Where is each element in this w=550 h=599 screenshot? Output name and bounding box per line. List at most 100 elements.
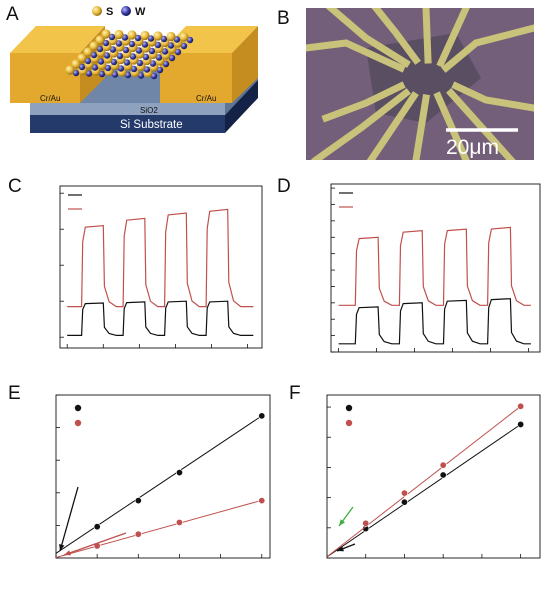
tungsten-atom-icon: [149, 60, 157, 67]
tungsten-atom-icon: [108, 33, 116, 41]
tungsten-atom-icon: [110, 58, 118, 66]
tungsten-atom-icon: [162, 60, 170, 68]
sulfur-atom-icon: [71, 59, 81, 69]
tungsten-atom-icon: [154, 41, 162, 49]
data-point: [175, 469, 183, 477]
sulfur-atom-icon: [101, 29, 111, 39]
data-point: [93, 523, 101, 531]
data-point: [400, 489, 408, 497]
panel-label-a: A: [6, 4, 19, 25]
tungsten-atom-icon: [137, 72, 145, 79]
tungsten-atom-icon: [136, 59, 144, 67]
data-point: [362, 519, 370, 527]
panel-label-c: C: [8, 176, 22, 197]
tungsten-atom-icon: [168, 54, 176, 62]
tungsten-atom-icon: [134, 34, 142, 42]
tungsten-atom-icon: [156, 66, 164, 74]
sulfur-atom-icon: [83, 47, 93, 57]
tungsten-atom-icon: [174, 48, 182, 56]
tungsten-atom-icon: [128, 40, 136, 48]
sulfur-atom-icon: [65, 65, 75, 75]
tungsten-atom-icon: [122, 46, 130, 54]
tungsten-atom-icon: [91, 64, 99, 71]
tungsten-atom-icon: [111, 71, 119, 78]
arrow-head: [59, 544, 65, 551]
data-point: [134, 530, 142, 538]
plot-frame: [59, 185, 263, 349]
sulfur-atom-icon: [166, 31, 176, 42]
chart-c: [59, 185, 263, 349]
tungsten-atom-icon: [117, 65, 125, 72]
tungsten-atom-icon: [148, 47, 156, 55]
tungsten-atom-icon: [141, 41, 149, 48]
tungsten-atom-icon: [121, 34, 129, 41]
substrate-side: [225, 80, 258, 133]
annotation-arrow: [59, 486, 79, 552]
tungsten-atom-icon: [180, 42, 188, 50]
tungsten-atom-icon: [103, 52, 111, 59]
tungsten-atom-icon: [90, 51, 98, 59]
panel-label-b: B: [277, 8, 290, 29]
legend-marker: [74, 404, 82, 412]
data-point: [134, 497, 142, 505]
device-schematic: S W Cr/Au Cr/Au SiO2 Si Substrate: [10, 6, 258, 133]
left-electrode-front: [10, 53, 80, 103]
electrode-finger: [412, 93, 431, 160]
plot-frame: [326, 394, 541, 559]
tungsten-atom-icon: [109, 46, 117, 53]
plot-frame: [330, 183, 541, 353]
data-point: [439, 471, 447, 479]
electrode-finger: [436, 8, 470, 68]
tungsten-atom-icon: [121, 6, 131, 16]
right-electrode-side: [232, 26, 258, 103]
tungsten-atom-icon: [78, 63, 86, 71]
scale-bar-label: 20μm: [446, 136, 499, 159]
device-micrograph: 20μm: [306, 8, 534, 160]
electrode-finger: [326, 8, 411, 68]
oxide-front: [30, 103, 225, 115]
series-line: [338, 298, 531, 345]
tungsten-atom-icon: [72, 69, 80, 77]
data-point: [258, 412, 266, 420]
arrow-head: [339, 519, 346, 526]
data-point: [517, 402, 525, 410]
data-point: [258, 497, 266, 505]
tungsten-atom-icon: [116, 52, 124, 60]
data-point: [439, 461, 447, 469]
tungsten-atom-icon: [160, 35, 168, 43]
electrode-finger: [321, 81, 406, 123]
electrode-finger: [446, 88, 516, 160]
tungsten-atom-icon: [84, 57, 92, 65]
sulfur-atom-icon: [89, 41, 99, 51]
tungsten-atom-icon: [98, 70, 106, 78]
tungsten-atom-icon: [173, 36, 181, 43]
sulfur-atom-icon: [92, 6, 102, 16]
legend-s: S: [106, 6, 113, 18]
ws2-lattice: [65, 29, 194, 80]
arrow-head: [64, 550, 71, 556]
tungsten-atom-icon: [124, 71, 132, 79]
electrode-fingers: [306, 8, 534, 160]
sulfur-atom-icon: [127, 30, 137, 40]
chart-d: [330, 183, 541, 353]
tungsten-atom-icon: [104, 64, 112, 72]
tungsten-atom-icon: [161, 48, 169, 55]
sulfur-atom-icon: [95, 35, 105, 45]
substrate-front: [30, 115, 225, 133]
tungsten-atom-icon: [150, 72, 158, 80]
electrode-label-right: Cr/Au: [196, 94, 216, 103]
tungsten-atom-icon: [130, 65, 138, 73]
tungsten-atom-icon: [85, 70, 93, 77]
data-point: [400, 498, 408, 506]
fit-line: [326, 405, 521, 558]
tungsten-atom-icon: [147, 35, 155, 42]
electrode-finger: [433, 91, 470, 160]
series-line: [338, 226, 531, 306]
chart-f: [326, 394, 541, 559]
tungsten-atom-icon: [129, 53, 137, 60]
plot-frame: [55, 394, 271, 559]
tungsten-atom-icon: [123, 59, 131, 66]
left-electrode-top: [10, 26, 105, 53]
tungsten-atom-icon: [102, 39, 110, 47]
fit-line: [326, 424, 521, 558]
